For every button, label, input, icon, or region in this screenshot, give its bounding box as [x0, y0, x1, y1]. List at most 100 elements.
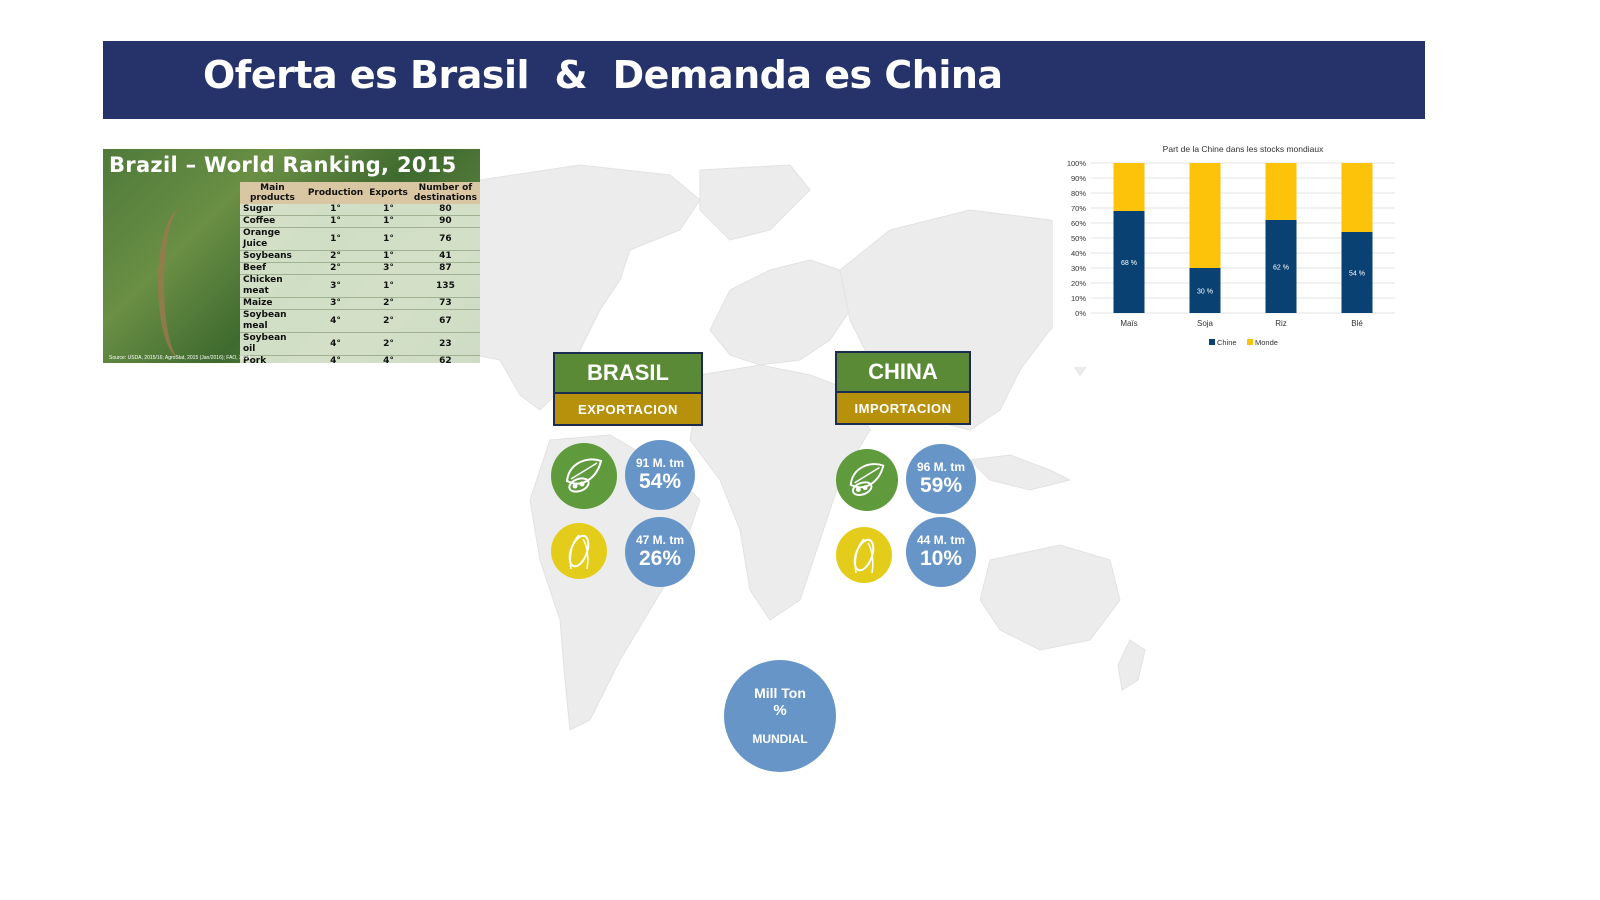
- stat-percent: 59%: [919, 474, 963, 497]
- mundial-percent-label: %: [773, 702, 787, 719]
- y-tick-label: 70%: [1071, 204, 1086, 213]
- ranking-row: Sugar 1° 1° 80: [240, 204, 480, 216]
- ranking-product: Maize: [240, 297, 305, 310]
- legend-label: Chine: [1217, 338, 1237, 347]
- china-subtitle: IMPORTACION: [835, 393, 971, 425]
- stat-percent: 26%: [638, 547, 682, 570]
- data-label: 62 %: [1273, 265, 1289, 272]
- ranking-value: 3°: [366, 262, 411, 275]
- australia-shape: [979, 544, 1121, 651]
- africa-shape: [689, 364, 871, 621]
- ranking-row: Pork 4° 4° 62: [240, 355, 480, 363]
- new-zealand-shape: [1117, 639, 1146, 691]
- ranking-value: 67: [410, 309, 480, 333]
- y-tick-label: 90%: [1071, 174, 1086, 183]
- ranking-value: 2°: [366, 332, 411, 356]
- ranking-value: 4°: [366, 355, 411, 363]
- europe-shape: [709, 259, 851, 366]
- ranking-value: 80: [410, 204, 480, 216]
- ranking-header: Exports: [366, 182, 411, 204]
- ranking-title: Brazil – World Ranking, 2015: [109, 153, 457, 177]
- ranking-row: Maize 3° 2° 73: [240, 297, 480, 310]
- ranking-product: Soybean oil: [240, 332, 305, 356]
- y-tick-label: 80%: [1071, 189, 1086, 198]
- legend-swatch: [1209, 339, 1215, 345]
- bar-segment-chine: [1113, 211, 1145, 313]
- ranking-value: 1°: [304, 227, 367, 251]
- stat-amount: 91 M. tm: [635, 456, 684, 470]
- ranking-row: Orange Juice 1° 1° 76: [240, 227, 480, 251]
- y-tick-label: 40%: [1071, 249, 1086, 258]
- ranking-body: Sugar 1° 1° 80 Coffee 1° 1° 90 Orange Juice 1° 1° 7…: [240, 204, 480, 363]
- ranking-value: 2°: [304, 250, 367, 263]
- brasil-soybean-icon: [551, 443, 617, 509]
- ranking-product: Soybean meal: [240, 309, 305, 333]
- bar-segment-chine: [1265, 220, 1297, 313]
- stat-amount: 44 M. tm: [916, 533, 965, 547]
- stat-percent: 54%: [638, 470, 682, 493]
- y-tick-label: 20%: [1071, 279, 1086, 288]
- x-tick-label: Blé: [1351, 319, 1363, 328]
- ranking-product: Orange Juice: [240, 227, 305, 251]
- ranking-value: 1°: [366, 215, 411, 228]
- brasil-subtitle: EXPORTACION: [553, 394, 703, 426]
- ranking-value: 2°: [304, 262, 367, 275]
- x-tick-label: Maïs: [1120, 319, 1137, 328]
- page-title: Oferta es Brasil & Demanda es China: [203, 53, 1003, 97]
- y-tick-label: 30%: [1071, 264, 1086, 273]
- ranking-value: 3°: [304, 274, 367, 298]
- data-label: 54 %: [1349, 271, 1365, 278]
- bar-segment-monde: [1113, 163, 1145, 211]
- chart-svg: Part de la Chine dans les stocks mondiau…: [1067, 144, 1395, 347]
- ranking-product: Sugar: [240, 204, 305, 216]
- ranking-value: 1°: [366, 274, 411, 298]
- ranking-table: Main products Production Exports Number …: [240, 182, 480, 363]
- china-corn-icon: [836, 527, 892, 583]
- ranking-value: 2°: [366, 297, 411, 310]
- brasil-soy-stat: 91 M. tm 54%: [625, 440, 695, 510]
- indonesia-shape: [968, 454, 1072, 491]
- legend-swatch: [1247, 339, 1253, 345]
- ranking-product: Beef: [240, 262, 305, 275]
- china-label: CHINA IMPORTACION: [835, 351, 971, 425]
- mundial-label: MUNDIAL: [752, 732, 808, 746]
- ranking-row: Soybean oil 4° 2° 23: [240, 332, 480, 356]
- ranking-row: Soybean meal 4° 2° 67: [240, 309, 480, 333]
- ranking-value: 76: [410, 227, 480, 251]
- stat-percent: 10%: [919, 547, 963, 570]
- ranking-header: Main products: [240, 182, 305, 204]
- x-tick-label: Riz: [1275, 319, 1287, 328]
- mundial-unit-label: Mill Ton: [754, 685, 806, 701]
- brasil-corn-icon: [551, 523, 607, 579]
- mundial-legend-circle: Mill Ton % MUNDIAL: [724, 660, 836, 772]
- ranking-value: 135: [410, 274, 480, 298]
- china-corn-stat: 44 M. tm 10%: [906, 517, 976, 587]
- data-label: 68 %: [1121, 260, 1137, 267]
- y-tick-label: 60%: [1071, 219, 1086, 228]
- brazil-ranking-panel: Brazil – World Ranking, 2015 Main produc…: [103, 149, 480, 363]
- china-title: CHINA: [835, 351, 971, 393]
- ranking-row: Beef 2° 3° 87: [240, 262, 480, 275]
- ranking-header: Number of destinations: [410, 182, 480, 204]
- x-tick-label: Soja: [1197, 319, 1214, 328]
- ranking-value: 3°: [304, 297, 367, 310]
- brasil-title: BRASIL: [553, 352, 703, 394]
- ranking-row: Chicken meat 3° 1° 135: [240, 274, 480, 298]
- ranking-header-row: Main products Production Exports Number …: [240, 182, 480, 204]
- ranking-value: 1°: [304, 204, 367, 216]
- ranking-value: 62: [410, 355, 480, 363]
- bar-segment-monde: [1189, 163, 1221, 268]
- bar-segment-chine: [1341, 232, 1373, 313]
- ranking-value: 73: [410, 297, 480, 310]
- y-tick-label: 10%: [1071, 294, 1086, 303]
- y-tick-label: 50%: [1071, 234, 1086, 243]
- legend-label: Monde: [1255, 338, 1278, 347]
- ranking-product: Pork: [240, 355, 305, 363]
- ranking-product: Coffee: [240, 215, 305, 228]
- data-label: 30 %: [1197, 289, 1213, 296]
- corn-icon: [853, 538, 875, 574]
- ranking-product: Chicken meat: [240, 274, 305, 298]
- ranking-product: Soybeans: [240, 250, 305, 263]
- stat-amount: 96 M. tm: [916, 460, 965, 474]
- brasil-label: BRASIL EXPORTACION: [553, 352, 703, 426]
